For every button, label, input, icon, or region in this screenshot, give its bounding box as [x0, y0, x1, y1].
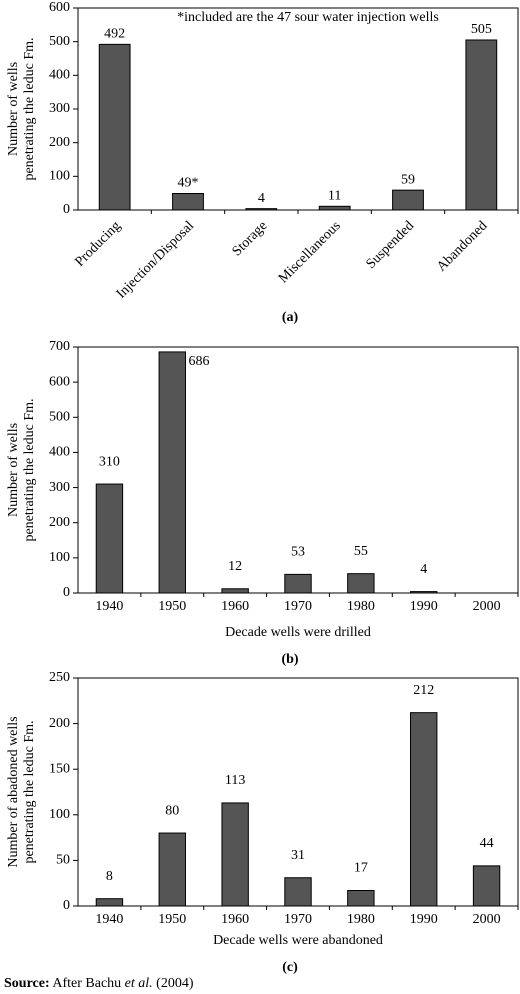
bar	[158, 832, 186, 907]
x-tick-label: 1960	[221, 912, 249, 927]
y-tick-label: 500	[49, 34, 70, 49]
value-label: 4	[420, 562, 427, 577]
source: Source: After Bachu et al. (2004)	[4, 976, 194, 991]
y-tick-label: 250	[49, 670, 70, 685]
y-tick-label: 200	[49, 716, 70, 731]
value-label: 55	[354, 544, 368, 559]
x-tick-label: 1950	[158, 599, 186, 614]
x-tick-label: 1980	[347, 912, 375, 927]
y-tick-label: 400	[49, 68, 70, 83]
value-label: 4	[258, 191, 265, 206]
value-label: 59	[401, 172, 415, 187]
value-label: 492	[104, 27, 125, 42]
x-tick-label: 1960	[221, 599, 249, 614]
value-label: 505	[471, 22, 492, 37]
value-label: 113	[225, 773, 245, 788]
x-tick-label: 1940	[95, 912, 123, 927]
y-tick-label: 100	[49, 807, 70, 822]
y-axis-title: penetrating the leduc Fm.	[22, 37, 37, 180]
x-tick-label: 1970	[284, 599, 312, 614]
bar	[465, 39, 498, 211]
value-label: 12	[228, 559, 242, 574]
caption: (c)	[282, 960, 298, 975]
bar	[98, 43, 131, 211]
caption: (b)	[281, 652, 298, 667]
y-axis-title: penetrating the leduc Fm.	[22, 720, 37, 863]
y-tick-label: 700	[49, 339, 70, 354]
y-tick-label: 500	[49, 410, 70, 425]
bar	[410, 712, 438, 907]
x-tick-label: 1950	[158, 912, 186, 927]
y-tick-label: 0	[63, 585, 70, 600]
y-tick-label: 50	[56, 853, 70, 868]
value-label: 80	[165, 803, 179, 818]
x-tick-label: Injection/Disposal	[114, 218, 197, 301]
value-label: 17	[354, 861, 368, 876]
x-tick-label: 1970	[284, 912, 312, 927]
bar	[347, 573, 375, 594]
source-italic: et al.	[125, 976, 153, 991]
y-tick-label: 300	[49, 101, 70, 116]
x-tick-label: 1990	[410, 912, 438, 927]
value-label: 11	[328, 189, 341, 204]
bar	[472, 865, 501, 907]
source-label: Source:	[4, 976, 50, 991]
bar	[221, 802, 249, 907]
y-tick-label: 100	[49, 550, 70, 565]
y-tick-label: 100	[49, 169, 70, 184]
y-tick-label: 400	[49, 445, 70, 460]
value-label: 31	[291, 848, 305, 863]
y-tick-label: 300	[49, 480, 70, 495]
y-axis-title: penetrating the leduc Fm.	[22, 398, 37, 541]
x-tick-label: 2000	[473, 599, 501, 614]
bar	[172, 193, 204, 211]
y-tick-label: 200	[49, 515, 70, 530]
y-axis-title: Number of wells	[6, 62, 21, 156]
bar	[410, 591, 438, 594]
y-tick-label: 0	[63, 202, 70, 217]
bar	[158, 351, 186, 594]
y-tick-label: 200	[49, 135, 70, 150]
value-label: 686	[188, 354, 209, 369]
value-label: 49*	[178, 176, 199, 191]
x-axis-title: Decade wells were drilled	[225, 625, 371, 640]
caption: (a)	[282, 310, 299, 325]
bar	[284, 573, 312, 594]
x-tick-label: Abandoned	[434, 218, 490, 274]
x-tick-label: Producing	[72, 218, 123, 269]
x-tick-label: 1980	[347, 599, 375, 614]
x-tick-label: 1990	[410, 599, 438, 614]
value-label: 44	[480, 836, 494, 851]
bar	[318, 205, 351, 211]
bar	[347, 889, 375, 907]
x-axis-title: Decade wells were abandoned	[213, 933, 383, 948]
bar	[221, 588, 249, 594]
annotation: *included are the 47 sour water injectio…	[177, 10, 439, 25]
value-label: 53	[291, 545, 305, 560]
bar	[392, 189, 424, 211]
bar	[245, 208, 278, 211]
x-tick-label: Storage	[230, 218, 271, 259]
source-text: After Bachu	[50, 976, 125, 991]
y-tick-label: 150	[49, 761, 70, 776]
y-tick-label: 0	[63, 898, 70, 913]
plot-frame	[77, 7, 519, 211]
y-axis-title: Number of abadoned wells	[6, 716, 21, 867]
bar	[95, 898, 124, 907]
x-tick-label: 2000	[473, 912, 501, 927]
value-label: 212	[413, 683, 434, 698]
value-label: 8	[106, 869, 113, 884]
value-label: 310	[99, 454, 120, 469]
plot-frame	[77, 677, 519, 907]
x-tick-label: Suspended	[364, 218, 418, 272]
x-tick-label: Miscellaneous	[276, 218, 344, 286]
bar	[95, 483, 124, 594]
y-axis-title: Number of wells	[6, 423, 21, 517]
y-tick-label: 600	[49, 374, 70, 389]
x-tick-label: 1940	[95, 599, 123, 614]
y-tick-label: 600	[49, 0, 70, 15]
source-year: (2004)	[153, 976, 194, 991]
bar	[284, 877, 312, 907]
